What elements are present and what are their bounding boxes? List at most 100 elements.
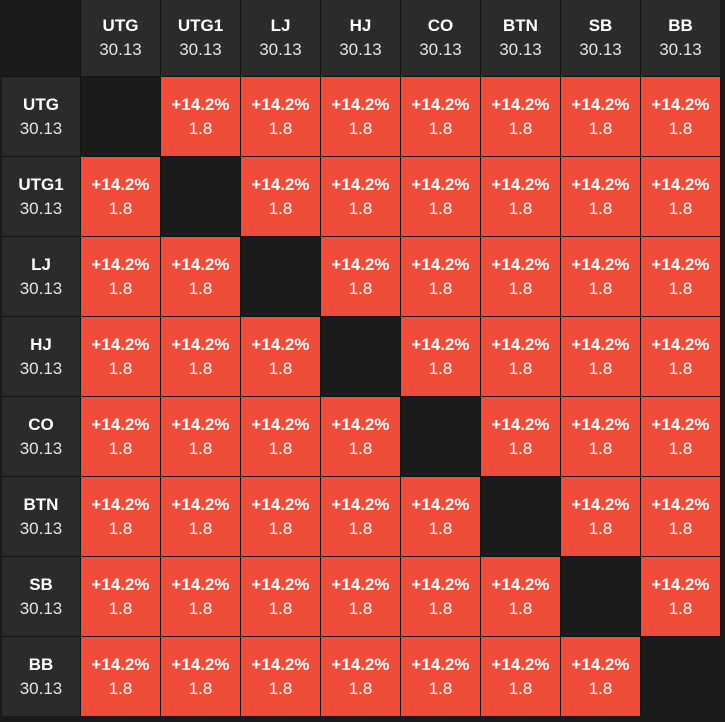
- matrix-cell: +14.2% 1.8: [481, 77, 560, 156]
- matrix-cell: +14.2% 1.8: [161, 237, 240, 316]
- cell-change: +14.2%: [411, 494, 470, 514]
- cell-value: 1.8: [188, 438, 213, 458]
- cell-value: 1.8: [268, 358, 293, 378]
- matrix-cell: +14.2% 1.8: [481, 317, 560, 396]
- matrix-cell: +14.2% 1.8: [321, 477, 400, 556]
- cell-value: 1.8: [668, 518, 693, 538]
- column-value: 30.13: [499, 40, 542, 59]
- cell-value: 1.8: [588, 438, 613, 458]
- cell-change: +14.2%: [571, 654, 630, 674]
- cell-value: 1.8: [588, 278, 613, 298]
- matrix-cell: +14.2% 1.8: [241, 557, 320, 636]
- matrix-cell: +14.2% 1.8: [641, 557, 720, 636]
- cell-change: +14.2%: [411, 254, 470, 274]
- cell-change: +14.2%: [491, 94, 550, 114]
- cell-change: +14.2%: [411, 654, 470, 674]
- matrix-cell: +14.2% 1.8: [641, 157, 720, 236]
- matrix-cell: +14.2% 1.8: [641, 397, 720, 476]
- cell-value: 1.8: [428, 118, 453, 138]
- cell-value: 1.8: [348, 678, 373, 698]
- cell-value: 1.8: [108, 678, 133, 698]
- matrix-cell: +14.2% 1.8: [561, 237, 640, 316]
- cell-value: 1.8: [508, 598, 533, 618]
- cell-value: 1.8: [428, 678, 453, 698]
- matrix-cell: +14.2% 1.8: [81, 477, 160, 556]
- cell-value: 1.8: [508, 118, 533, 138]
- empty-cell: [321, 317, 400, 396]
- column-header: SB 30.13: [561, 0, 640, 76]
- cell-value: 1.8: [108, 598, 133, 618]
- cell-change: +14.2%: [331, 94, 390, 114]
- cell-value: 1.8: [428, 598, 453, 618]
- cell-value: 1.8: [668, 278, 693, 298]
- cell-change: +14.2%: [171, 94, 230, 114]
- matrix-cell: +14.2% 1.8: [561, 157, 640, 236]
- empty-cell: [561, 557, 640, 636]
- row-label: UTG: [23, 94, 59, 114]
- cell-change: +14.2%: [171, 574, 230, 594]
- column-label: SB: [588, 16, 613, 35]
- cell-change: +14.2%: [251, 334, 310, 354]
- column-value: 30.13: [99, 40, 142, 59]
- cell-value: 1.8: [508, 278, 533, 298]
- row-label: UTG1: [18, 174, 64, 194]
- cell-change: +14.2%: [651, 414, 710, 434]
- matrix-cell: +14.2% 1.8: [401, 557, 480, 636]
- cell-value: 1.8: [428, 358, 453, 378]
- column-header: BTN 30.13: [481, 0, 560, 76]
- cell-value: 1.8: [508, 678, 533, 698]
- cell-change: +14.2%: [571, 174, 630, 194]
- matrix-cell: +14.2% 1.8: [241, 157, 320, 236]
- matrix-cell: +14.2% 1.8: [481, 637, 560, 716]
- cell-value: 1.8: [428, 518, 453, 538]
- cell-change: +14.2%: [91, 574, 150, 594]
- cell-change: +14.2%: [91, 414, 150, 434]
- cell-change: +14.2%: [331, 494, 390, 514]
- matrix-cell: +14.2% 1.8: [81, 397, 160, 476]
- cell-value: 1.8: [108, 438, 133, 458]
- matrix-cell: +14.2% 1.8: [241, 397, 320, 476]
- cell-value: 1.8: [188, 598, 213, 618]
- cell-change: +14.2%: [571, 414, 630, 434]
- cell-change: +14.2%: [651, 254, 710, 274]
- cell-value: 1.8: [668, 438, 693, 458]
- cell-change: +14.2%: [171, 254, 230, 274]
- matrix-cell: +14.2% 1.8: [401, 237, 480, 316]
- empty-cell: [401, 397, 480, 476]
- cell-change: +14.2%: [571, 94, 630, 114]
- column-header: UTG 30.13: [81, 0, 160, 76]
- cell-change: +14.2%: [251, 174, 310, 194]
- matrix-cell: +14.2% 1.8: [161, 77, 240, 156]
- matrix-cell: +14.2% 1.8: [481, 557, 560, 636]
- cell-value: 1.8: [188, 358, 213, 378]
- column-header: CO 30.13: [401, 0, 480, 76]
- column-value: 30.13: [339, 40, 382, 59]
- cell-value: 1.8: [108, 518, 133, 538]
- matrix-cell: +14.2% 1.8: [401, 477, 480, 556]
- row-header: BTN 30.13: [2, 477, 80, 556]
- matrix-cell: +14.2% 1.8: [481, 157, 560, 236]
- row-value: 30.13: [19, 278, 63, 298]
- matrix-cell: +14.2% 1.8: [481, 237, 560, 316]
- matrix-cell: +14.2% 1.8: [241, 637, 320, 716]
- cell-change: +14.2%: [171, 654, 230, 674]
- matrix-cell: +14.2% 1.8: [321, 77, 400, 156]
- matrix-cell: +14.2% 1.8: [241, 477, 320, 556]
- cell-change: +14.2%: [651, 94, 710, 114]
- cell-value: 1.8: [268, 598, 293, 618]
- cell-change: +14.2%: [491, 174, 550, 194]
- cell-value: 1.8: [188, 118, 213, 138]
- cell-value: 1.8: [588, 518, 613, 538]
- column-header: LJ 30.13: [241, 0, 320, 76]
- row-header: HJ 30.13: [2, 317, 80, 396]
- cell-change: +14.2%: [571, 494, 630, 514]
- cell-change: +14.2%: [251, 654, 310, 674]
- matrix-cell: +14.2% 1.8: [561, 317, 640, 396]
- row-label: CO: [28, 414, 54, 434]
- row-label: LJ: [31, 254, 51, 274]
- cell-value: 1.8: [188, 678, 213, 698]
- cell-value: 1.8: [268, 518, 293, 538]
- cell-change: +14.2%: [651, 334, 710, 354]
